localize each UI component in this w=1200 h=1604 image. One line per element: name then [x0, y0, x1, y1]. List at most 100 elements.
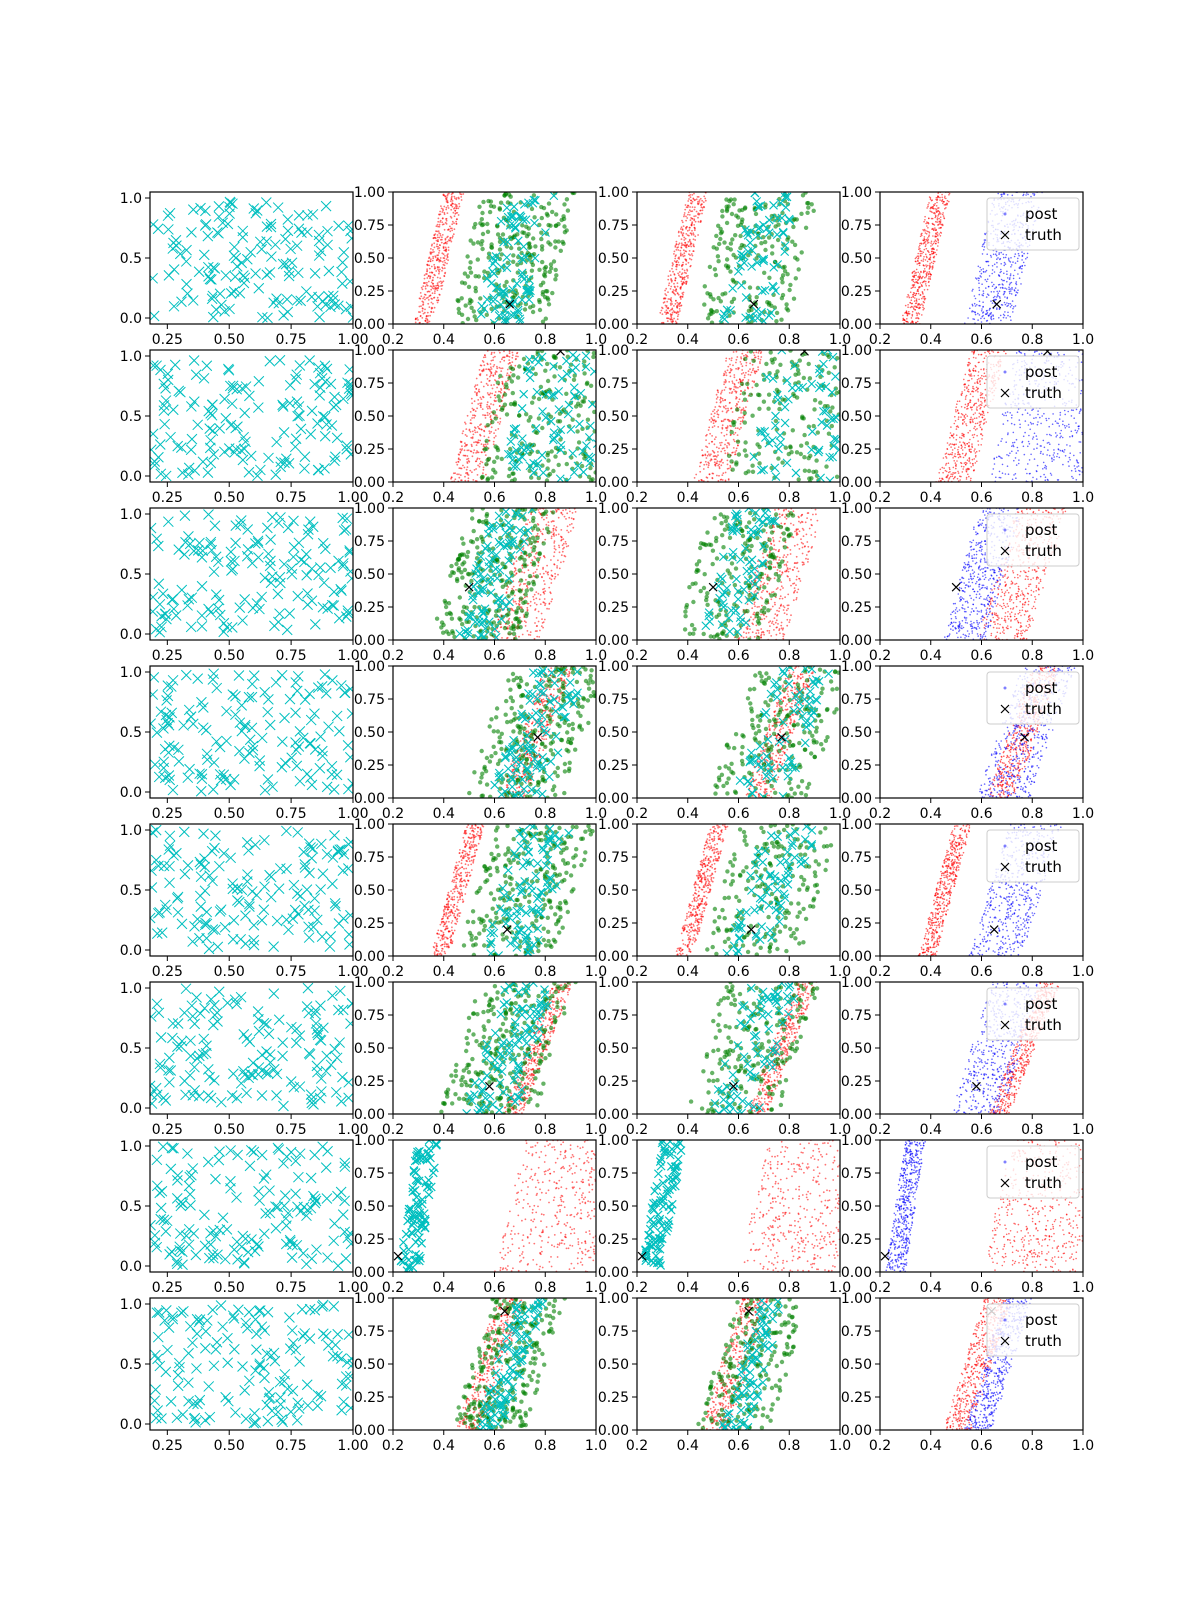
red-dot	[911, 297, 913, 299]
blue-dot	[997, 292, 999, 294]
red-dot	[415, 318, 417, 320]
red-dot	[744, 374, 746, 376]
red-dot	[733, 389, 735, 391]
red-dot	[982, 417, 984, 419]
red-dot	[964, 447, 966, 449]
blue-dot	[1044, 447, 1046, 449]
red-dot	[907, 321, 909, 323]
green-dot	[500, 457, 504, 461]
blue-dot	[979, 294, 981, 296]
red-dot	[950, 432, 952, 434]
red-dot	[927, 237, 929, 239]
red-dot	[981, 375, 983, 377]
axes-frame	[150, 192, 353, 324]
red-dot	[928, 281, 930, 283]
red-dot	[485, 474, 487, 476]
red-dot	[474, 469, 476, 471]
red-dot	[717, 416, 719, 418]
red-dot	[490, 392, 492, 394]
red-dot	[695, 215, 697, 217]
blue-dot	[1004, 311, 1006, 313]
red-dot	[685, 272, 687, 274]
red-dot	[686, 244, 688, 246]
red-dot	[935, 221, 937, 223]
green-dot	[726, 204, 730, 208]
red-dot	[472, 436, 474, 438]
blue-dot	[1060, 414, 1062, 416]
red-dot	[471, 423, 473, 425]
red-dot	[491, 368, 493, 370]
red-dot	[924, 236, 926, 238]
green-dot	[547, 201, 551, 205]
red-dot	[919, 245, 921, 247]
red-dot	[483, 364, 485, 366]
red-dot	[749, 363, 751, 365]
red-dot	[953, 460, 955, 462]
red-dot	[661, 310, 663, 312]
cyan-cross	[590, 367, 598, 375]
red-dot	[460, 479, 462, 481]
red-dot	[744, 377, 746, 379]
red-dot	[479, 440, 481, 442]
blue-dot	[983, 243, 985, 245]
red-dot	[714, 455, 716, 457]
y-tick-label: 1.0	[120, 349, 142, 365]
red-dot	[432, 277, 434, 279]
red-dot	[928, 252, 930, 254]
green-dot	[716, 259, 720, 263]
sample-cross	[163, 375, 173, 385]
red-dot	[941, 200, 943, 202]
blue-dot	[989, 309, 991, 311]
green-dot	[713, 267, 717, 271]
sample-cross	[313, 465, 323, 475]
red-dot	[717, 396, 719, 398]
green-dot	[490, 420, 494, 424]
blue-dot	[1043, 413, 1045, 415]
red-dot	[699, 201, 701, 203]
red-dot	[917, 272, 919, 274]
blue-dot	[1017, 289, 1019, 291]
red-dot	[932, 244, 934, 246]
red-dot	[968, 446, 970, 448]
green-dot	[727, 454, 731, 458]
red-dot	[426, 273, 428, 275]
red-dot	[449, 237, 451, 239]
red-dot	[728, 381, 730, 383]
green-dot	[546, 240, 550, 244]
sample-cross	[314, 236, 324, 246]
green-dot	[513, 400, 517, 404]
green-dot	[814, 470, 818, 474]
cyan-cross	[779, 229, 787, 237]
red-dot	[722, 462, 724, 464]
red-dot	[681, 242, 683, 244]
red-dot	[733, 439, 735, 441]
red-dot	[927, 289, 929, 291]
blue-dot	[991, 316, 993, 318]
red-dot	[681, 305, 683, 307]
red-dot	[438, 281, 440, 283]
green-dot	[807, 456, 811, 460]
red-dot	[684, 270, 686, 272]
red-dot	[503, 351, 505, 353]
blue-dot	[1015, 262, 1017, 264]
green-dot	[759, 241, 763, 245]
red-dot	[420, 315, 422, 317]
red-dot	[720, 393, 722, 395]
green-dot	[588, 466, 592, 470]
x-tick-label: 0.2	[382, 332, 404, 348]
red-dot	[925, 223, 927, 225]
sample-cross	[226, 288, 236, 298]
red-dot	[932, 235, 934, 237]
x-tick-label: 0.75	[276, 332, 307, 348]
red-dot	[964, 415, 966, 417]
blue-dot	[985, 279, 987, 281]
red-dot	[921, 303, 923, 305]
red-dot	[680, 246, 682, 248]
red-dot	[727, 419, 729, 421]
blue-dot	[1015, 457, 1017, 459]
red-dot	[952, 452, 954, 454]
green-dot	[780, 460, 784, 464]
red-dot	[484, 414, 486, 416]
red-dot	[935, 232, 937, 234]
red-dot	[706, 476, 708, 478]
